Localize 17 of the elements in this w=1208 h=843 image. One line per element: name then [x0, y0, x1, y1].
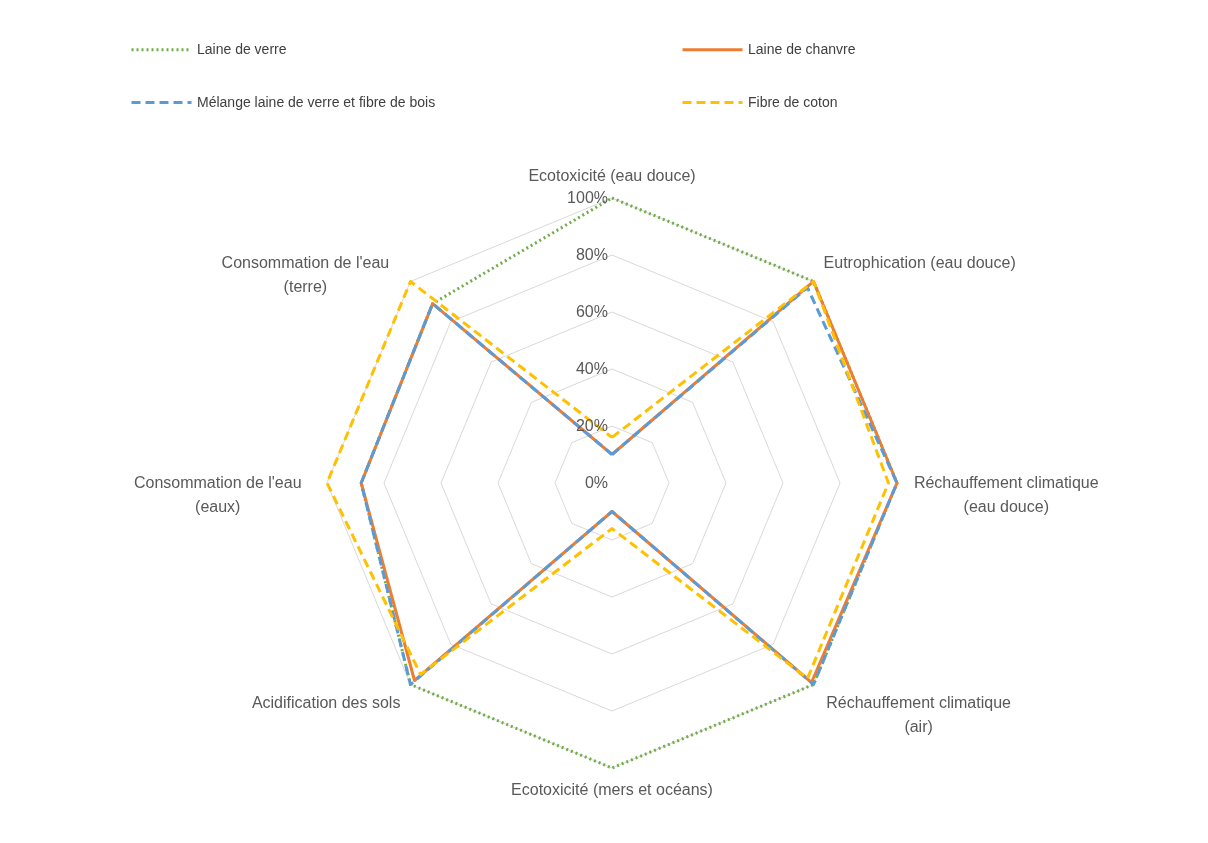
y-tick-label: 0% — [584, 474, 608, 491]
y-tick-label: 80% — [575, 246, 608, 263]
legend-label: Laine de chanvre — [748, 40, 856, 57]
spoke-label: Consommation de l'eau (terre) — [221, 254, 390, 296]
y-tick-label: 60% — [575, 303, 608, 320]
spoke-label: Consommation de l'eau (eaux) — [133, 474, 302, 515]
spoke-label: Réchauffement climatique (eau douce) — [913, 474, 1099, 515]
legend-label: Mélange laine de verre et fibre de bois — [197, 93, 436, 110]
spoke-label: Ecotoxicité (eau douce) — [528, 166, 696, 184]
spoke-label: Réchauffement climatique (air) — [826, 693, 1012, 735]
spoke-label: Eutrophication (eau douce) — [823, 254, 1016, 272]
y-tick-label: 40% — [575, 360, 608, 377]
spoke-label: Ecotoxicité (mers et océans) — [511, 781, 713, 799]
legend-label: Fibre de coton — [748, 93, 838, 110]
spoke-label: Acidification des sols — [251, 693, 401, 711]
legend-label: Laine de verre — [197, 40, 287, 57]
y-tick-label: 100% — [567, 189, 608, 206]
